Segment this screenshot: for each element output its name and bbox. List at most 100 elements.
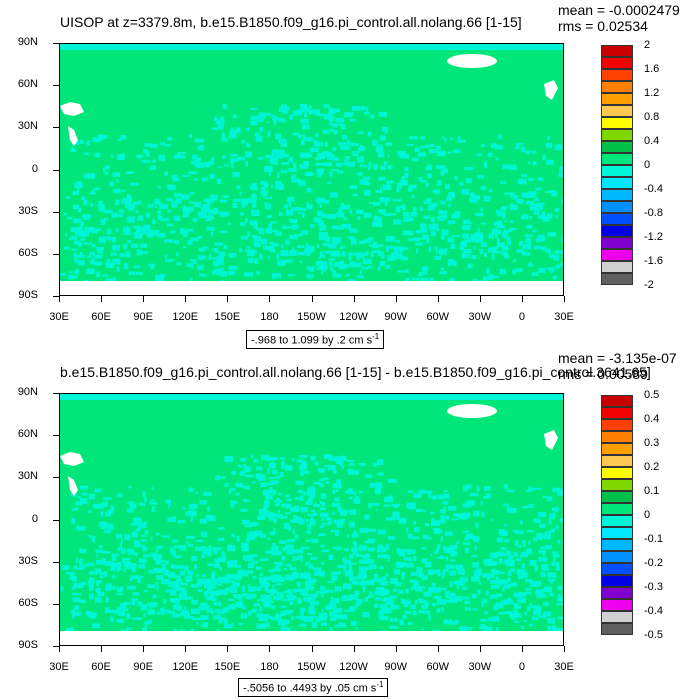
lon-tick xyxy=(227,296,229,302)
lon-tick-label: 60E xyxy=(91,661,111,673)
lon-tick-label: 30E xyxy=(554,311,574,323)
lon-tick-label: 30W xyxy=(468,311,492,323)
lon-tick xyxy=(185,646,187,652)
lon-tick-label: 30E xyxy=(554,661,574,673)
lon-tick-label: 180 xyxy=(260,661,279,673)
land-mask xyxy=(60,102,84,116)
colorbar-swatch xyxy=(601,141,633,153)
colorbar-swatch xyxy=(601,407,633,419)
colorbar xyxy=(601,395,633,635)
lat-tick-label: 60N xyxy=(17,428,38,441)
colorbar-swatch xyxy=(601,563,633,575)
lon-tick xyxy=(437,296,439,302)
top-panel: UISOP at z=3379.8m, b.e15.B1850.f09_g16.… xyxy=(17,2,680,349)
colorbar-swatch xyxy=(601,443,633,455)
colorbar-swatch xyxy=(601,201,633,213)
contour-range-label: -.968 to 1.099 by .2 cm s-1 xyxy=(246,330,385,349)
colorbar-swatch xyxy=(601,189,633,201)
lon-tick xyxy=(395,646,397,652)
colorbar-tick-label: -0.3 xyxy=(644,581,663,593)
colorbar-swatch xyxy=(601,261,633,273)
panel-title: b.e15.B1850.f09_g16.pi_control.all.nolan… xyxy=(60,364,651,380)
lat-tick-label: 0 xyxy=(31,512,38,525)
lon-tick-label: 30E xyxy=(49,311,69,323)
colorbar-swatch xyxy=(601,587,633,599)
arctic-band xyxy=(60,394,563,400)
colorbar-swatch xyxy=(601,69,633,81)
lon-tick-label: 30W xyxy=(468,661,492,673)
colorbar-tick-label: -0.8 xyxy=(644,207,663,219)
map-plot xyxy=(59,393,564,646)
lon-tick-label: 180 xyxy=(260,311,279,323)
colorbar-tick-label: -0.1 xyxy=(644,533,663,545)
lat-tick xyxy=(53,127,59,129)
rms-stat: rms = 0.00589 xyxy=(558,366,648,382)
colorbar-tick-label: 1.6 xyxy=(644,63,660,75)
lon-tick-label: 150W xyxy=(297,311,326,323)
ocean-field xyxy=(60,44,563,295)
arctic-band xyxy=(60,44,563,50)
colorbar-tick-label: -1.6 xyxy=(644,255,663,267)
colorbar-swatch xyxy=(601,249,633,261)
colorbar-tick-label: 0 xyxy=(644,159,651,171)
lat-tick xyxy=(53,519,59,521)
lon-tick-label: 120W xyxy=(339,661,368,673)
colorbar-swatch xyxy=(601,467,633,479)
colorbar-swatch xyxy=(601,395,633,407)
lat-tick-label: 30S xyxy=(18,204,38,217)
lon-tick-label: 90E xyxy=(133,661,153,673)
colorbar-tick-label: 0.2 xyxy=(644,461,660,473)
land-mask xyxy=(60,452,84,466)
colorbar-tick-label: -1.2 xyxy=(644,231,663,243)
lon-tick xyxy=(227,646,229,652)
lon-tick-label: 120E xyxy=(172,311,199,323)
contour-range-label: -.5056 to .4493 by .05 cm s-1 xyxy=(238,678,389,697)
colorbar-tick-label: 0.1 xyxy=(644,485,660,497)
speckle-layer xyxy=(60,454,563,640)
colorbar-swatch xyxy=(601,539,633,551)
colorbar-tick-label: -2 xyxy=(644,279,654,291)
colorbar-tick-label: 0.5 xyxy=(644,389,660,401)
lon-tick-label: 60W xyxy=(426,661,450,673)
colorbar-swatch xyxy=(601,57,633,69)
lat-tick xyxy=(53,646,59,647)
colorbar-swatch xyxy=(601,81,633,93)
lon-tick-label: 120E xyxy=(172,661,199,673)
lon-tick-label: 90W xyxy=(384,311,407,323)
lat-tick-label: 60S xyxy=(18,596,38,609)
colorbar-swatch xyxy=(601,213,633,225)
greenland-mask xyxy=(447,404,497,418)
lat-tick xyxy=(53,43,59,44)
lon-tick xyxy=(59,646,60,652)
map-plot xyxy=(59,43,564,296)
colorbar-swatch xyxy=(601,105,633,117)
lon-tick xyxy=(59,296,60,302)
lon-tick xyxy=(311,646,313,652)
lat-tick-label: 90S xyxy=(18,289,38,301)
lat-tick xyxy=(53,169,59,171)
colorbar-tick-label: -0.4 xyxy=(644,183,663,195)
lon-tick xyxy=(353,296,355,302)
lat-tick xyxy=(53,561,59,563)
colorbar-swatch xyxy=(601,431,633,443)
lat-tick-label: 90N xyxy=(17,36,38,48)
lon-tick-label: 60E xyxy=(91,311,111,323)
colorbar-swatch xyxy=(601,491,633,503)
lat-tick xyxy=(53,296,59,297)
land-mask xyxy=(68,476,78,496)
mean-stat: mean = -0.0002479 xyxy=(558,2,680,18)
colorbar-swatch xyxy=(601,45,633,57)
colorbar-swatch xyxy=(601,623,633,635)
lon-tick-label: 150W xyxy=(297,661,326,673)
lon-tick xyxy=(564,646,565,652)
lat-tick-label: 60S xyxy=(18,246,38,259)
lat-tick xyxy=(53,393,59,394)
colorbar-swatch xyxy=(601,93,633,105)
colorbar-tick-label: 0.4 xyxy=(644,413,660,425)
colorbar-tick-label: -0.2 xyxy=(644,557,663,569)
lat-tick xyxy=(53,603,59,605)
lat-tick-label: 60N xyxy=(17,78,38,91)
map-field xyxy=(60,44,563,295)
land-mask xyxy=(544,80,558,100)
lon-tick xyxy=(143,646,145,652)
